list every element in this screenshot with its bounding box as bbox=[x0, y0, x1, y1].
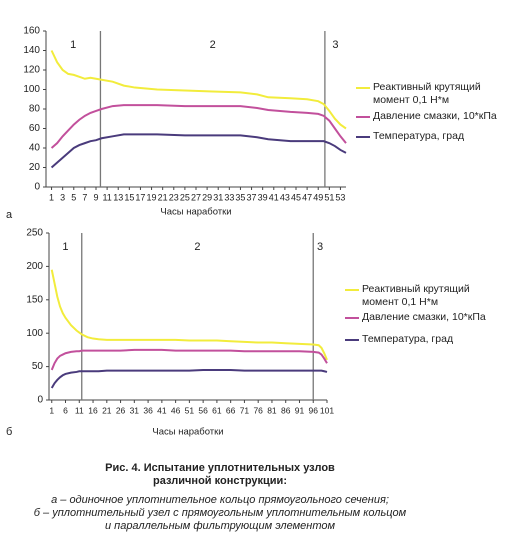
zone-label: 2 bbox=[210, 39, 216, 51]
y-tick-label: 40 bbox=[29, 143, 41, 154]
y-tick-label: 100 bbox=[23, 84, 40, 95]
zone-label: 1 bbox=[70, 39, 76, 51]
y-tick-label: 60 bbox=[29, 123, 41, 134]
y-tick-label: 0 bbox=[37, 395, 43, 406]
x-tick-label: 53 bbox=[335, 192, 345, 202]
x-tick-label: 96 bbox=[309, 405, 319, 415]
x-tick-label: 25 bbox=[180, 192, 190, 202]
x-tick-label: 91 bbox=[295, 405, 305, 415]
x-tick-label: 49 bbox=[313, 192, 323, 202]
x-tick-label: 86 bbox=[281, 405, 291, 415]
x-tick-label: 31 bbox=[213, 192, 223, 202]
series-line bbox=[50, 133, 347, 169]
x-tick-label: 3 bbox=[60, 192, 65, 202]
x-tick-label: 21 bbox=[102, 405, 112, 415]
caption: Рис. 4. Испытание уплотнительных узлов р… bbox=[20, 462, 420, 533]
x-tick-label: 51 bbox=[185, 405, 195, 415]
y-tick-label: 20 bbox=[29, 162, 41, 173]
y-tick-label: 120 bbox=[23, 65, 40, 76]
x-tick-label: 29 bbox=[202, 192, 212, 202]
x-tick-label: 23 bbox=[169, 192, 179, 202]
x-tick-label: 9 bbox=[93, 192, 98, 202]
legend-label: Давление смазки, 10*кПа bbox=[373, 110, 497, 122]
x-tick-label: 45 bbox=[291, 192, 301, 202]
series-line bbox=[50, 348, 328, 371]
zone-label: 3 bbox=[317, 241, 323, 253]
x-tick-label: 46 bbox=[171, 405, 181, 415]
y-tick-label: 150 bbox=[26, 294, 43, 305]
x-tick-label: 43 bbox=[280, 192, 290, 202]
x-tick-label: 61 bbox=[212, 405, 222, 415]
zone-label: 1 bbox=[62, 241, 68, 253]
x-tick-label: 19 bbox=[147, 192, 157, 202]
x-tick-label: 5 bbox=[71, 192, 76, 202]
x-tick-label: 101 bbox=[320, 405, 334, 415]
x-axis-label: Часы наработки bbox=[152, 427, 223, 438]
x-tick-label: 13 bbox=[113, 192, 123, 202]
x-tick-label: 47 bbox=[302, 192, 312, 202]
y-tick-label: 0 bbox=[34, 182, 40, 193]
x-tick-label: 35 bbox=[235, 192, 245, 202]
x-tick-label: 56 bbox=[198, 405, 208, 415]
x-tick-label: 51 bbox=[324, 192, 334, 202]
x-tick-label: 37 bbox=[247, 192, 257, 202]
x-tick-label: 26 bbox=[116, 405, 126, 415]
y-tick-label: 140 bbox=[23, 45, 40, 56]
y-tick-label: 200 bbox=[26, 261, 43, 272]
legend-label: Давление смазки, 10*кПа bbox=[362, 311, 486, 323]
y-tick-label: 160 bbox=[23, 26, 40, 37]
x-tick-label: 11 bbox=[102, 192, 111, 202]
y-tick-label: 100 bbox=[26, 328, 43, 339]
x-tick-label: 31 bbox=[130, 405, 140, 415]
panel-label: а bbox=[6, 209, 13, 221]
zone-label: 2 bbox=[194, 241, 200, 253]
y-tick-label: 250 bbox=[26, 228, 43, 239]
x-tick-label: 71 bbox=[240, 405, 250, 415]
x-tick-label: 7 bbox=[82, 192, 87, 202]
caption-title: Рис. 4. Испытание уплотнительных узлов р… bbox=[105, 462, 335, 487]
x-tick-label: 36 bbox=[143, 405, 153, 415]
series-line bbox=[50, 50, 347, 130]
x-tick-label: 21 bbox=[158, 192, 168, 202]
x-tick-label: 1 bbox=[49, 192, 54, 202]
x-tick-label: 11 bbox=[75, 405, 84, 415]
x-tick-label: 27 bbox=[191, 192, 201, 202]
x-tick-label: 16 bbox=[88, 405, 98, 415]
x-tick-label: 39 bbox=[258, 192, 268, 202]
x-tick-label: 33 bbox=[224, 192, 234, 202]
x-tick-label: 66 bbox=[226, 405, 236, 415]
y-tick-label: 50 bbox=[32, 361, 44, 372]
x-tick-label: 6 bbox=[63, 405, 68, 415]
y-tick-label: 80 bbox=[29, 104, 41, 115]
series-line bbox=[50, 104, 347, 149]
legend-label: Температура, град bbox=[362, 333, 454, 345]
caption-line: а – одиночное уплотнительное кольцо прям… bbox=[51, 494, 389, 506]
x-tick-label: 41 bbox=[157, 405, 167, 415]
zone-label: 3 bbox=[332, 39, 338, 51]
legend-label: Реактивный крутящий момент 0,1 Н*м bbox=[362, 283, 470, 308]
x-axis-label: Часы наработки bbox=[160, 207, 231, 218]
series-line bbox=[50, 368, 328, 389]
series-line bbox=[50, 269, 328, 361]
legend-label: Температура, град bbox=[373, 130, 465, 142]
x-tick-label: 15 bbox=[124, 192, 134, 202]
x-tick-label: 81 bbox=[267, 405, 277, 415]
x-tick-label: 76 bbox=[253, 405, 263, 415]
x-tick-label: 41 bbox=[269, 192, 279, 202]
x-tick-label: 1 bbox=[49, 405, 54, 415]
x-tick-label: 17 bbox=[135, 192, 145, 202]
panel-label: б bbox=[6, 426, 12, 438]
caption-line: и параллельным фильтрующим элементом bbox=[104, 520, 336, 532]
legend-label: Реактивный крутящий момент 0,1 Н*м bbox=[373, 81, 481, 106]
caption-line: б – уплотнительный узел с прямоугольным … bbox=[33, 507, 407, 519]
